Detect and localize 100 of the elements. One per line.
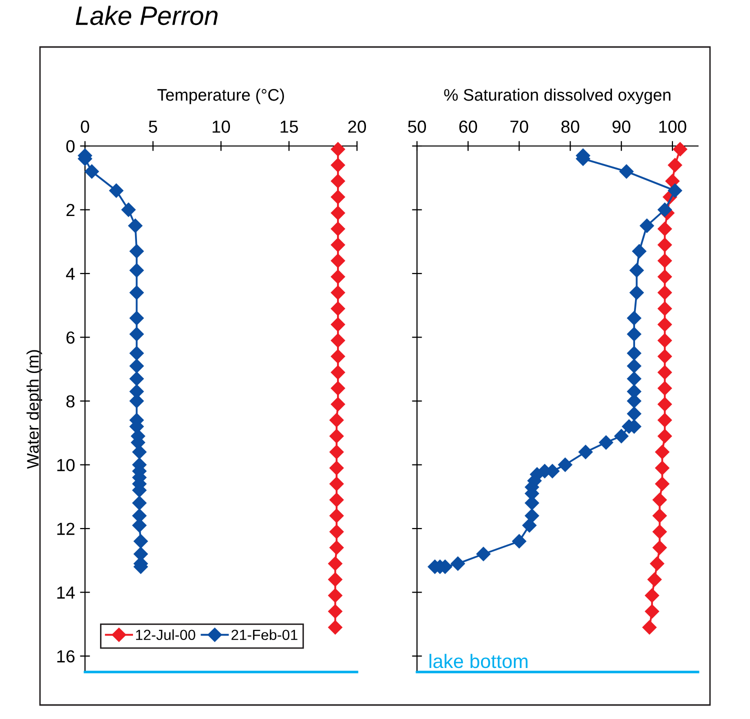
point [614, 429, 628, 444]
point [658, 365, 672, 380]
point [652, 492, 667, 507]
point [652, 508, 667, 523]
point [330, 444, 344, 460]
point [330, 286, 346, 300]
point [330, 381, 346, 396]
point [330, 524, 344, 539]
point [644, 604, 660, 619]
point [330, 302, 346, 316]
y-tick-label: 16 [57, 650, 75, 663]
point [512, 534, 526, 548]
point [476, 546, 490, 562]
y-tick-label: 4 [66, 268, 75, 280]
x-tick-label: 100 [659, 120, 686, 133]
x-axis-title: % Saturation dissolved oxygen [444, 88, 670, 104]
point [658, 429, 672, 444]
point [330, 333, 346, 348]
chart-title: Lake Perron [76, 6, 218, 26]
point [330, 158, 346, 172]
point [330, 238, 346, 252]
point [642, 620, 657, 634]
point [109, 184, 124, 198]
point [330, 429, 344, 444]
point [330, 492, 344, 507]
x-axis-title: Temperature (°C) [157, 88, 284, 104]
point [84, 164, 99, 179]
point [627, 346, 642, 360]
y-tick-label: 10 [57, 458, 75, 472]
point [330, 270, 346, 284]
point [330, 254, 346, 268]
point [658, 302, 672, 316]
x-tick-label: 90 [612, 120, 630, 133]
x-tick-label: 50 [408, 120, 426, 133]
point [658, 222, 672, 236]
point [630, 286, 644, 300]
point [330, 190, 346, 204]
y-tick-label: 6 [66, 331, 75, 344]
point [578, 444, 593, 460]
point [658, 238, 672, 252]
point [668, 184, 682, 198]
point [640, 218, 654, 233]
point [330, 222, 346, 236]
point [330, 142, 346, 156]
point [630, 263, 644, 278]
point [328, 572, 342, 587]
point [330, 413, 344, 428]
point [658, 349, 672, 364]
point [673, 142, 688, 156]
point [132, 496, 146, 510]
x-tick-label: 70 [510, 120, 528, 133]
point [658, 317, 672, 332]
point [598, 435, 614, 450]
point [328, 588, 342, 603]
point [328, 604, 342, 619]
point [652, 540, 667, 555]
point [328, 556, 342, 571]
point [522, 518, 536, 532]
point [644, 588, 660, 603]
x-tick-label: 20 [348, 120, 366, 133]
point [330, 508, 344, 523]
x-tick-label: 60 [459, 120, 478, 133]
point [128, 218, 142, 233]
point [130, 358, 144, 374]
point [655, 460, 670, 476]
point [627, 327, 642, 342]
legend-label: 21-Feb-01 [232, 629, 298, 640]
point [330, 460, 344, 476]
point [330, 365, 346, 380]
point [658, 286, 672, 300]
point [558, 458, 572, 472]
point [130, 244, 144, 258]
point [658, 413, 672, 428]
y-tick-label: 14 [57, 586, 75, 599]
y-axis-title: Water depth (m) [26, 350, 42, 469]
point [130, 346, 144, 360]
point [132, 444, 146, 460]
x-tick-label: 0 [80, 120, 90, 133]
point [668, 158, 682, 172]
point [627, 372, 642, 386]
point [134, 534, 148, 548]
point [665, 174, 680, 188]
y-tick-label: 2 [66, 204, 74, 216]
point [658, 397, 672, 412]
point [650, 556, 664, 571]
y-tick-label: 8 [66, 395, 75, 408]
point [330, 349, 346, 364]
x-tick-label: 80 [561, 120, 580, 133]
legend-label: 12-Jul-00 [136, 629, 196, 640]
point [330, 206, 346, 220]
point [330, 174, 346, 188]
point [619, 164, 634, 179]
point [647, 572, 662, 587]
point [658, 270, 672, 284]
point [330, 317, 346, 332]
point [330, 397, 346, 412]
y-tick-label: 12 [57, 522, 74, 535]
point [632, 244, 646, 258]
point [330, 540, 344, 555]
point [130, 327, 144, 342]
